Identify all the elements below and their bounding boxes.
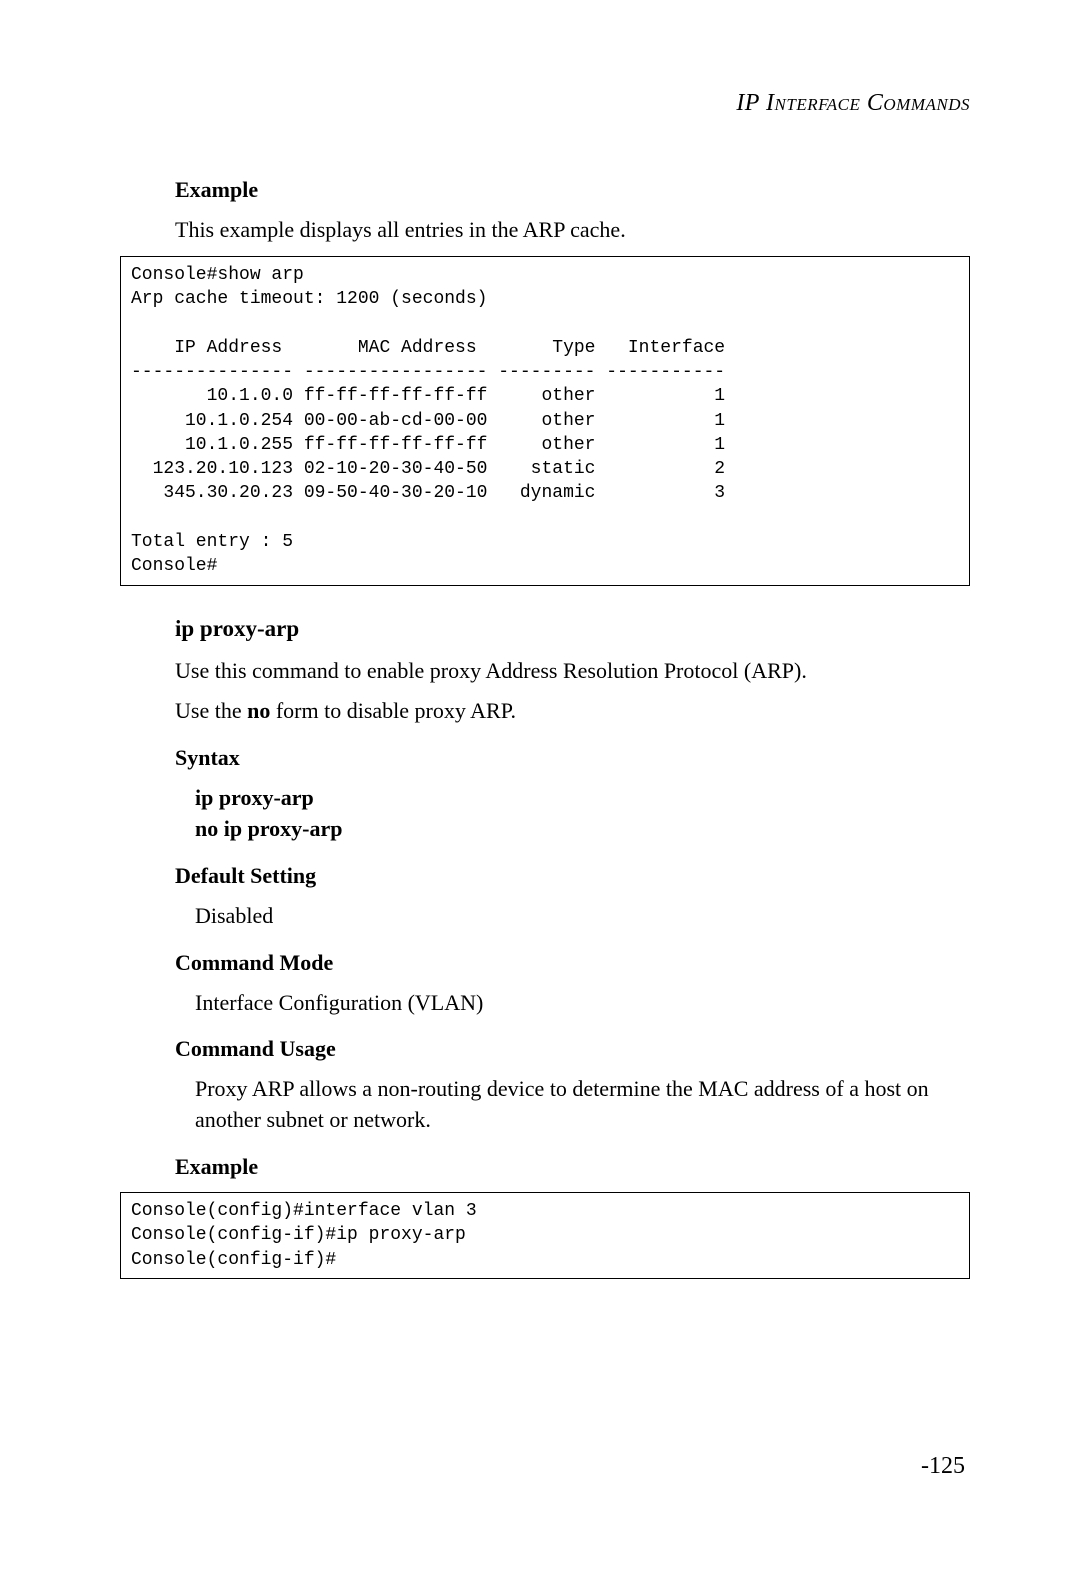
- command-title: ip proxy-arp: [175, 616, 970, 642]
- syntax-line2: no ip proxy-arp: [195, 814, 970, 845]
- command-usage-value: Proxy ARP allows a non-routing device to…: [195, 1074, 970, 1136]
- page-header-title: IP Interface Commands: [120, 90, 970, 117]
- command-usage-label: Command Usage: [175, 1036, 970, 1062]
- command-desc2-prefix: Use the: [175, 698, 247, 723]
- syntax-label: Syntax: [175, 745, 970, 771]
- command-mode-value: Interface Configuration (VLAN): [195, 988, 970, 1019]
- command-desc1: Use this command to enable proxy Address…: [175, 656, 970, 687]
- example2-label: Example: [175, 1154, 970, 1180]
- example1-intro: This example displays all entries in the…: [175, 215, 970, 246]
- page-number: -125: [921, 1453, 965, 1480]
- command-desc2-bold: no: [247, 698, 270, 723]
- example1-code: Console#show arp Arp cache timeout: 1200…: [120, 256, 970, 586]
- example2-code: Console(config)#interface vlan 3 Console…: [120, 1192, 970, 1279]
- default-setting-label: Default Setting: [175, 863, 970, 889]
- command-mode-label: Command Mode: [175, 950, 970, 976]
- syntax-line1: ip proxy-arp: [195, 783, 970, 814]
- default-setting-value: Disabled: [195, 901, 970, 932]
- example1-label: Example: [175, 177, 970, 203]
- page-content: IP Interface Commands Example This examp…: [0, 0, 1080, 1369]
- command-desc2-suffix: form to disable proxy ARP.: [270, 698, 516, 723]
- command-desc2: Use the no form to disable proxy ARP.: [175, 696, 970, 727]
